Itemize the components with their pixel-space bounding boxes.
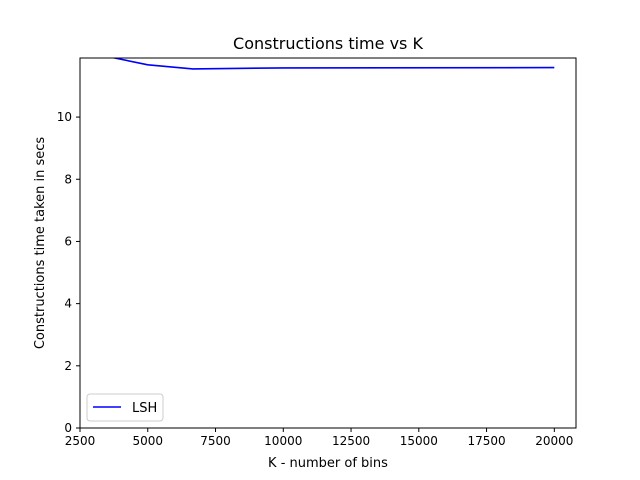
x-tick-label: 7500 [200,434,231,448]
y-tick-label: 4 [64,297,72,311]
x-tick-label: 12500 [332,434,370,448]
x-axis-label: K - number of bins [268,456,388,471]
series-layer [110,58,555,70]
legend: LSH [86,393,164,422]
series-line-lsh [110,58,555,70]
x-tick-label: 15000 [400,434,438,448]
x-tick-label: 2500 [65,434,96,448]
y-tick-label: 8 [64,172,72,186]
y-axis-label: Constructions time taken in secs [33,137,48,350]
x-tick-label: 17500 [467,434,505,448]
y-axis: 0 2 4 6 8 10 [57,110,80,435]
x-tick-label: 20000 [535,434,573,448]
x-tick-label: 10000 [264,434,302,448]
y-tick-label: 6 [64,234,72,248]
chart-title: Constructions time vs K [233,34,423,53]
y-tick-label: 2 [64,359,72,373]
plot-frame [79,57,577,429]
legend-box [86,393,164,422]
x-tick-label: 5000 [132,434,163,448]
legend-label: LSH [132,401,157,416]
y-tick-label: 0 [64,421,72,435]
x-axis: 2500 5000 7500 10000 12500 15000 17500 20000 [65,428,573,448]
y-tick-label: 10 [57,110,72,124]
